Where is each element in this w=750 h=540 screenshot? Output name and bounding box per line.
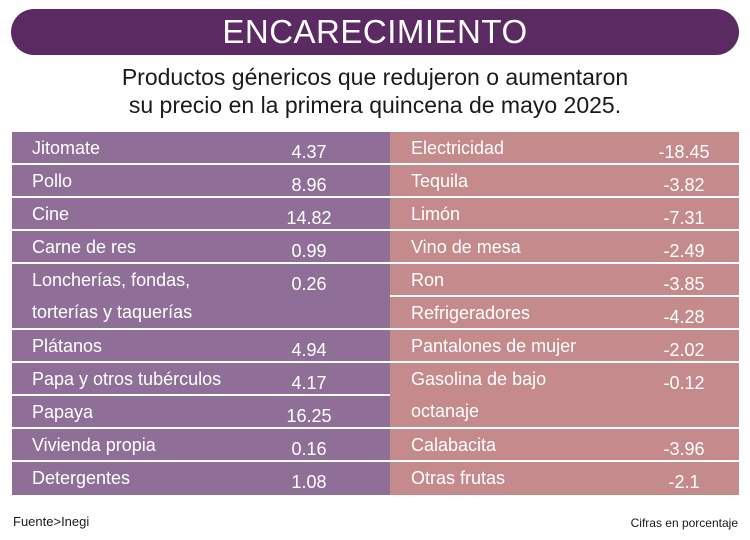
table-row: Refrigeradores -4.28: [390, 297, 739, 328]
product-name: Calabacita: [411, 435, 497, 455]
table-row: Gasolina de bajo octanaje -0.12: [390, 363, 739, 427]
table-row: Pollo 8.96: [12, 165, 390, 196]
product-value: 14.82: [286, 208, 332, 228]
table-row: Vivienda propia 0.16: [12, 429, 390, 460]
product-name: Tequila: [411, 171, 469, 191]
product-value: -4.28: [663, 307, 705, 327]
table-row: Limón -7.31: [390, 198, 739, 229]
units-note: Cifras en porcentaje: [630, 516, 738, 530]
product-value: 0.26: [291, 274, 327, 294]
title-banner: ENCARECIMIENTO: [11, 9, 739, 55]
table-row: Jitomate 4.37: [12, 132, 390, 163]
table-row: Papaya 16.25: [12, 396, 390, 427]
product-value: 0.16: [291, 439, 327, 459]
subtitle: Productos génericos que redujeron o aume…: [0, 63, 750, 119]
product-name: Otras frutas: [411, 468, 506, 488]
product-value: 0.99: [291, 241, 327, 261]
table-row: Detergentes 1.08: [12, 462, 390, 495]
product-name: Ron: [411, 270, 445, 290]
product-name-line-2: torterías y taquerías: [32, 302, 193, 322]
product-name: Limón: [411, 204, 461, 224]
table-row: Loncherías, fondas, torterías y taquería…: [12, 264, 390, 328]
product-name: Papaya: [32, 402, 94, 422]
product-name: Loncherías, fondas,: [32, 270, 191, 290]
table-row: Papa y otros tubérculos 4.17: [12, 363, 390, 394]
product-name: Vino de mesa: [411, 237, 521, 257]
page-title: ENCARECIMIENTO: [222, 13, 528, 50]
table-row: Carne de res 0.99: [12, 231, 390, 262]
product-value: 1.08: [291, 472, 327, 492]
product-name: Jitomate: [32, 138, 101, 158]
product-value: 16.25: [286, 406, 332, 426]
table-row: Vino de mesa -2.49: [390, 231, 739, 262]
table-row: Electricidad -18.45: [390, 132, 739, 163]
product-value: 4.37: [291, 142, 327, 162]
product-value: 4.94: [291, 340, 327, 360]
product-name: Papa y otros tubérculos: [32, 369, 222, 389]
product-value: 4.17: [291, 373, 327, 393]
source-note: Fuente>Inegi: [13, 514, 90, 529]
table-row: Cine 14.82: [12, 198, 390, 229]
table-row: Otras frutas -2.1: [390, 462, 739, 495]
product-value: -3.82: [663, 175, 705, 195]
product-name: Detergentes: [32, 468, 131, 488]
product-name: Pantalones de mujer: [411, 336, 577, 356]
product-name: Cine: [32, 204, 70, 224]
product-value: -7.31: [663, 208, 705, 228]
product-name: Gasolina de bajo: [411, 369, 547, 389]
table-row: Plátanos 4.94: [12, 330, 390, 361]
product-value: -18.45: [658, 142, 710, 162]
table-row: Tequila -3.82: [390, 165, 739, 196]
product-value: -3.85: [663, 274, 705, 294]
product-value: -3.96: [663, 439, 705, 459]
product-name: Pollo: [32, 171, 73, 191]
product-name: Plátanos: [32, 336, 103, 356]
product-value: 8.96: [291, 175, 327, 195]
product-name-line-2: octanaje: [411, 401, 480, 421]
product-name: Electricidad: [411, 138, 505, 158]
price-increase-table: Jitomate 4.37 Pollo 8.96 Cine 14.82 Carn…: [12, 132, 390, 510]
product-value: -2.02: [663, 340, 705, 360]
price-decrease-table: Electricidad -18.45 Tequila -3.82 Limón …: [390, 132, 739, 510]
product-value: -2.49: [663, 241, 705, 261]
product-value: -0.12: [663, 373, 705, 393]
product-name: Vivienda propia: [32, 435, 156, 455]
product-name: Carne de res: [32, 237, 137, 257]
table-row: Ron -3.85: [390, 264, 739, 295]
subtitle-line-1: Productos génericos que redujeron o aume…: [121, 64, 629, 90]
table-row: Pantalones de mujer -2.02: [390, 330, 739, 361]
product-value: -2.1: [668, 472, 700, 492]
product-name: Refrigeradores: [411, 303, 531, 323]
table-row: Calabacita -3.96: [390, 429, 739, 460]
subtitle-line-2: su precio en la primera quincena de mayo…: [128, 92, 622, 118]
